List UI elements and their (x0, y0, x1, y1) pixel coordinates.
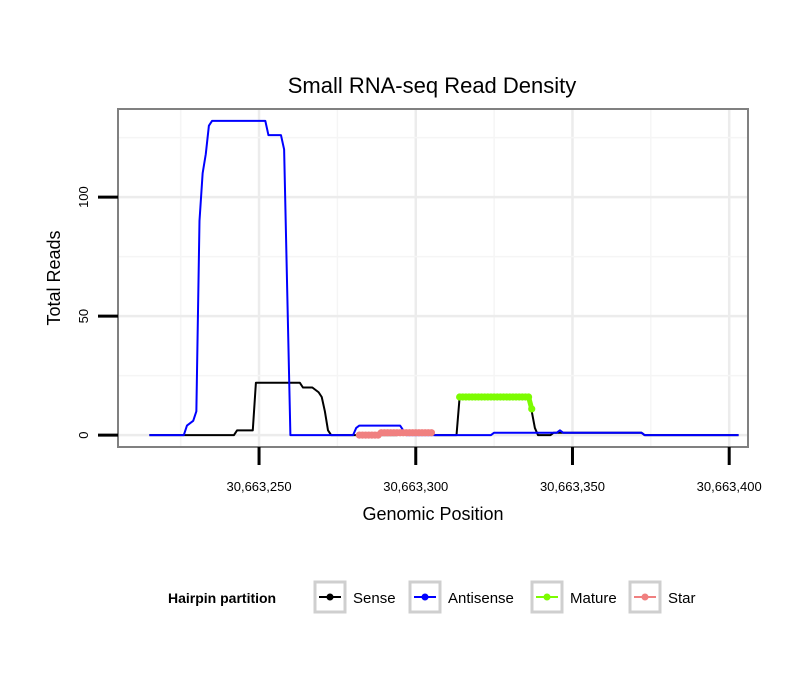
y-tick-label: 0 (76, 431, 91, 438)
legend-title: Hairpin partition (168, 590, 276, 606)
x-tick-label: 30,663,300 (383, 479, 448, 494)
plot-panel-border (117, 108, 749, 448)
legend-key-point (326, 593, 334, 601)
legend-label-mature: Mature (570, 590, 617, 607)
chart-title: Small RNA-seq Read Density (288, 73, 577, 98)
y-tick-label: 50 (76, 309, 91, 323)
mature-point (528, 405, 536, 413)
series-layer (149, 119, 739, 439)
legend-key-point (641, 593, 649, 601)
legend-item-star: Star (628, 580, 696, 614)
y-axis-title: Total Reads (44, 230, 64, 325)
y-axis: 0 50 100 (76, 186, 118, 439)
legend-key-point (543, 593, 551, 601)
legend-item-mature: Mature (530, 580, 617, 614)
x-axis: 30,663,250 30,663,300 30,663,350 30,663,400 (227, 447, 762, 494)
legend-label-star: Star (668, 590, 696, 607)
x-axis-title: Genomic Position (362, 504, 503, 524)
antisense-series-line (149, 119, 739, 437)
x-tick-label: 30,663,350 (540, 479, 605, 494)
star-point (427, 429, 436, 437)
y-tick-label: 100 (76, 186, 91, 208)
legend: Hairpin partition Sense Antisense Mature St… (168, 580, 696, 614)
legend-label-sense: Sense (353, 590, 396, 607)
mature-point (524, 393, 533, 401)
legend-label-antisense: Antisense (448, 590, 514, 607)
x-tick-label: 30,663,400 (697, 479, 762, 494)
legend-key-point (421, 593, 429, 601)
legend-item-antisense: Antisense (408, 580, 514, 614)
x-tick-label: 30,663,250 (227, 479, 292, 494)
legend-item-sense: Sense (313, 580, 396, 614)
